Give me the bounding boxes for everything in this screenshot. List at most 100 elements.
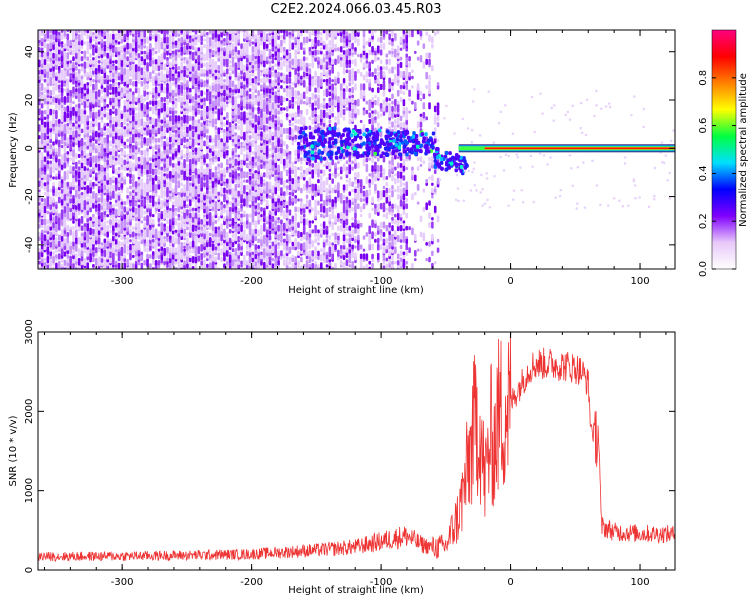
spectrogram-cell: [160, 37, 164, 43]
spectrogram-cell: [254, 107, 258, 111]
spectrogram-cell: [180, 36, 184, 44]
spectrogram-cell: [100, 85, 104, 89]
spectrogram-cell: [89, 135, 92, 139]
spectrogram-cell: [208, 66, 212, 70]
spectrogram-cell: [103, 112, 107, 118]
spectrogram-cell: [131, 199, 135, 207]
spectrogram-cell: [237, 154, 240, 158]
spectrogram-cell: [174, 87, 178, 94]
spectrogram-cell: [52, 185, 55, 190]
spectrogram-cell: [66, 163, 70, 168]
spectrogram-cell: [38, 47, 41, 52]
spectrogram-cell: [43, 51, 47, 60]
spectrogram-cell: [169, 96, 172, 103]
spectrogram-cell: [160, 200, 164, 207]
spectrogram-cell: [46, 77, 50, 84]
spectrogram-cell: [237, 157, 240, 162]
spectrogram-cell: [86, 185, 90, 190]
spectrogram-cell: [171, 117, 175, 126]
spectrogram-cell: [126, 258, 129, 267]
spectrogram-cell: [177, 115, 181, 122]
spectrogram-cell: [49, 61, 52, 69]
spectrogram-cell: [208, 85, 212, 89]
spectrogram-cell: [60, 264, 64, 268]
spectrogram-cell: [97, 256, 101, 263]
spectrogram-cell: [114, 134, 118, 140]
spectrogram-cell: [183, 57, 186, 61]
spectrogram-cell: [200, 116, 203, 121]
spectrogram-cell: [169, 34, 172, 40]
spectrogram-cell: [114, 183, 118, 191]
spectrogram-cell: [89, 238, 92, 244]
spectrogram-cell: [129, 228, 132, 235]
spectrogram-cell: [260, 206, 263, 212]
spectrogram-cell: [169, 83, 172, 91]
spectrogram-cell: [131, 237, 135, 245]
spectrogram-cell: [191, 63, 195, 67]
spectrogram-cell: [114, 33, 118, 41]
spectrogram-cell: [217, 216, 221, 222]
spectrogram-cell: [114, 108, 118, 116]
spectrogram-cell: [231, 248, 235, 253]
spectrogram-cell: [237, 251, 240, 256]
spectrogram-cell: [146, 91, 149, 95]
spectrogram-cell: [72, 262, 75, 269]
spectrogram-cell: [169, 170, 172, 179]
spectrogram-cell: [157, 76, 161, 85]
spectrogram-cell: [151, 47, 155, 52]
spectrogram-cell: [257, 245, 260, 250]
spectrogram-cell: [154, 59, 158, 65]
spectrogram-cell: [57, 234, 61, 241]
spectrogram-cell: [225, 112, 229, 119]
spectrogram-cell: [94, 81, 98, 86]
spectrogram-cell: [80, 194, 84, 199]
spectrogram-cell: [248, 54, 252, 63]
spectrogram-cell: [69, 226, 72, 230]
spectrogram-cell: [180, 245, 184, 249]
spectrogram-cell: [52, 162, 55, 169]
spectrogram-cell: [274, 257, 278, 262]
spectrogram-cell: [200, 202, 203, 210]
spectrogram-cell: [257, 55, 260, 62]
spectrogram-cell: [55, 262, 58, 269]
spectrogram-cell: [49, 196, 52, 204]
spectrogram-cell: [217, 149, 221, 157]
spectrogram-cell: [206, 43, 209, 49]
spectrogram-cell: [75, 130, 78, 138]
spectrogram-cell: [251, 78, 255, 84]
spectrogram-cell: [75, 30, 78, 34]
spectrogram-cell: [186, 156, 189, 163]
spectrogram-cell: [231, 253, 235, 260]
spectrogram-cell: [149, 216, 152, 221]
spectrogram-cell: [80, 225, 84, 232]
spectrogram-cell: [123, 128, 127, 134]
spectrogram-cell: [117, 85, 121, 89]
spectrogram-cell: [69, 134, 72, 140]
spectrogram-cell: [52, 170, 55, 174]
spectrogram-cell: [89, 89, 92, 98]
spectrogram-cell: [237, 236, 240, 240]
spectrogram-cell: [83, 199, 87, 207]
spectrogram-cell: [217, 44, 221, 48]
spectrogram-cell: [75, 161, 78, 170]
spectrogram-cell: [66, 87, 70, 94]
spectrogram-cell: [174, 40, 178, 46]
spectrogram-cell: [109, 108, 112, 116]
spectrogram-cell: [63, 152, 67, 160]
spectrogram-cell: [180, 229, 184, 234]
spectrogram-cell: [106, 47, 109, 52]
spectrogram-cell: [206, 205, 209, 214]
spectrogram-cell: [223, 193, 226, 200]
spectrogram-cell: [92, 59, 95, 65]
spectrogram-cell: [134, 32, 138, 36]
spectrogram-cell: [260, 235, 263, 240]
spectrogram-cell: [52, 86, 55, 95]
spectrogram-cell: [248, 135, 252, 140]
spectrogram-cell: [214, 118, 218, 125]
spectrogram-cell: [251, 104, 255, 108]
spectrogram-cell: [169, 247, 172, 254]
spectrogram-cell: [211, 137, 215, 144]
spectrogram-cell: [103, 131, 107, 137]
spectrogram-cell: [123, 99, 127, 106]
spectrogram-cell: [260, 251, 263, 256]
